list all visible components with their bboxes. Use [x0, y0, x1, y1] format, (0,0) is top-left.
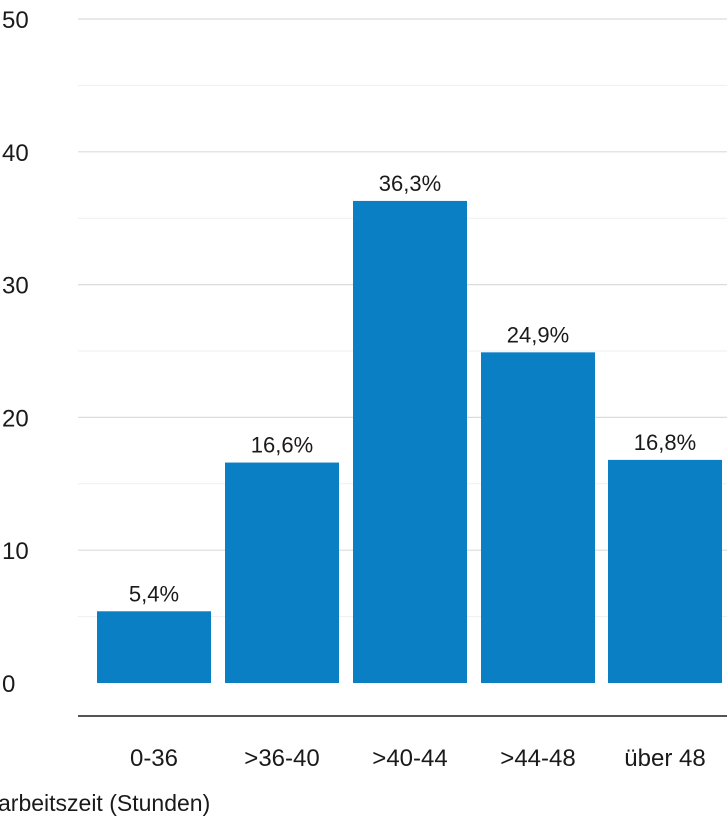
x-tick-label: >44-48 — [500, 745, 575, 772]
x-axis-title: arbeitszeit (Stunden) — [0, 790, 210, 816]
bar-value-label: 16,8% — [634, 430, 696, 455]
bar — [97, 611, 211, 683]
x-tick-label: 0-36 — [130, 745, 178, 772]
y-tick-label: 50 — [2, 7, 29, 34]
x-tick-label: >40-44 — [372, 745, 447, 772]
y-tick-label: 40 — [2, 140, 29, 167]
y-tick-label: 10 — [2, 538, 29, 565]
y-tick-label: 20 — [2, 405, 29, 432]
bar-value-label: 36,3% — [379, 171, 441, 196]
y-tick-label: 0 — [2, 671, 15, 698]
x-tick-label: >36-40 — [244, 745, 319, 772]
bar-value-labels: 5,4% 16,6% 36,3% 24,9% 16,8% — [129, 171, 696, 606]
bar-value-label: 5,4% — [129, 581, 179, 606]
y-axis-tick-labels: 0 10 20 30 40 50 — [2, 7, 29, 698]
x-tick-label: über 48 — [624, 745, 705, 772]
bar — [608, 459, 722, 683]
bar-value-label: 16,6% — [251, 433, 313, 458]
bar-value-label: 24,9% — [507, 322, 569, 347]
x-axis-tick-labels: 0-36 >36-40 >40-44 >44-48 über 48 — [130, 745, 706, 772]
bars — [97, 200, 722, 683]
bar — [481, 352, 595, 683]
bar — [353, 200, 467, 683]
y-tick-label: 30 — [2, 273, 29, 300]
bar — [225, 462, 339, 683]
